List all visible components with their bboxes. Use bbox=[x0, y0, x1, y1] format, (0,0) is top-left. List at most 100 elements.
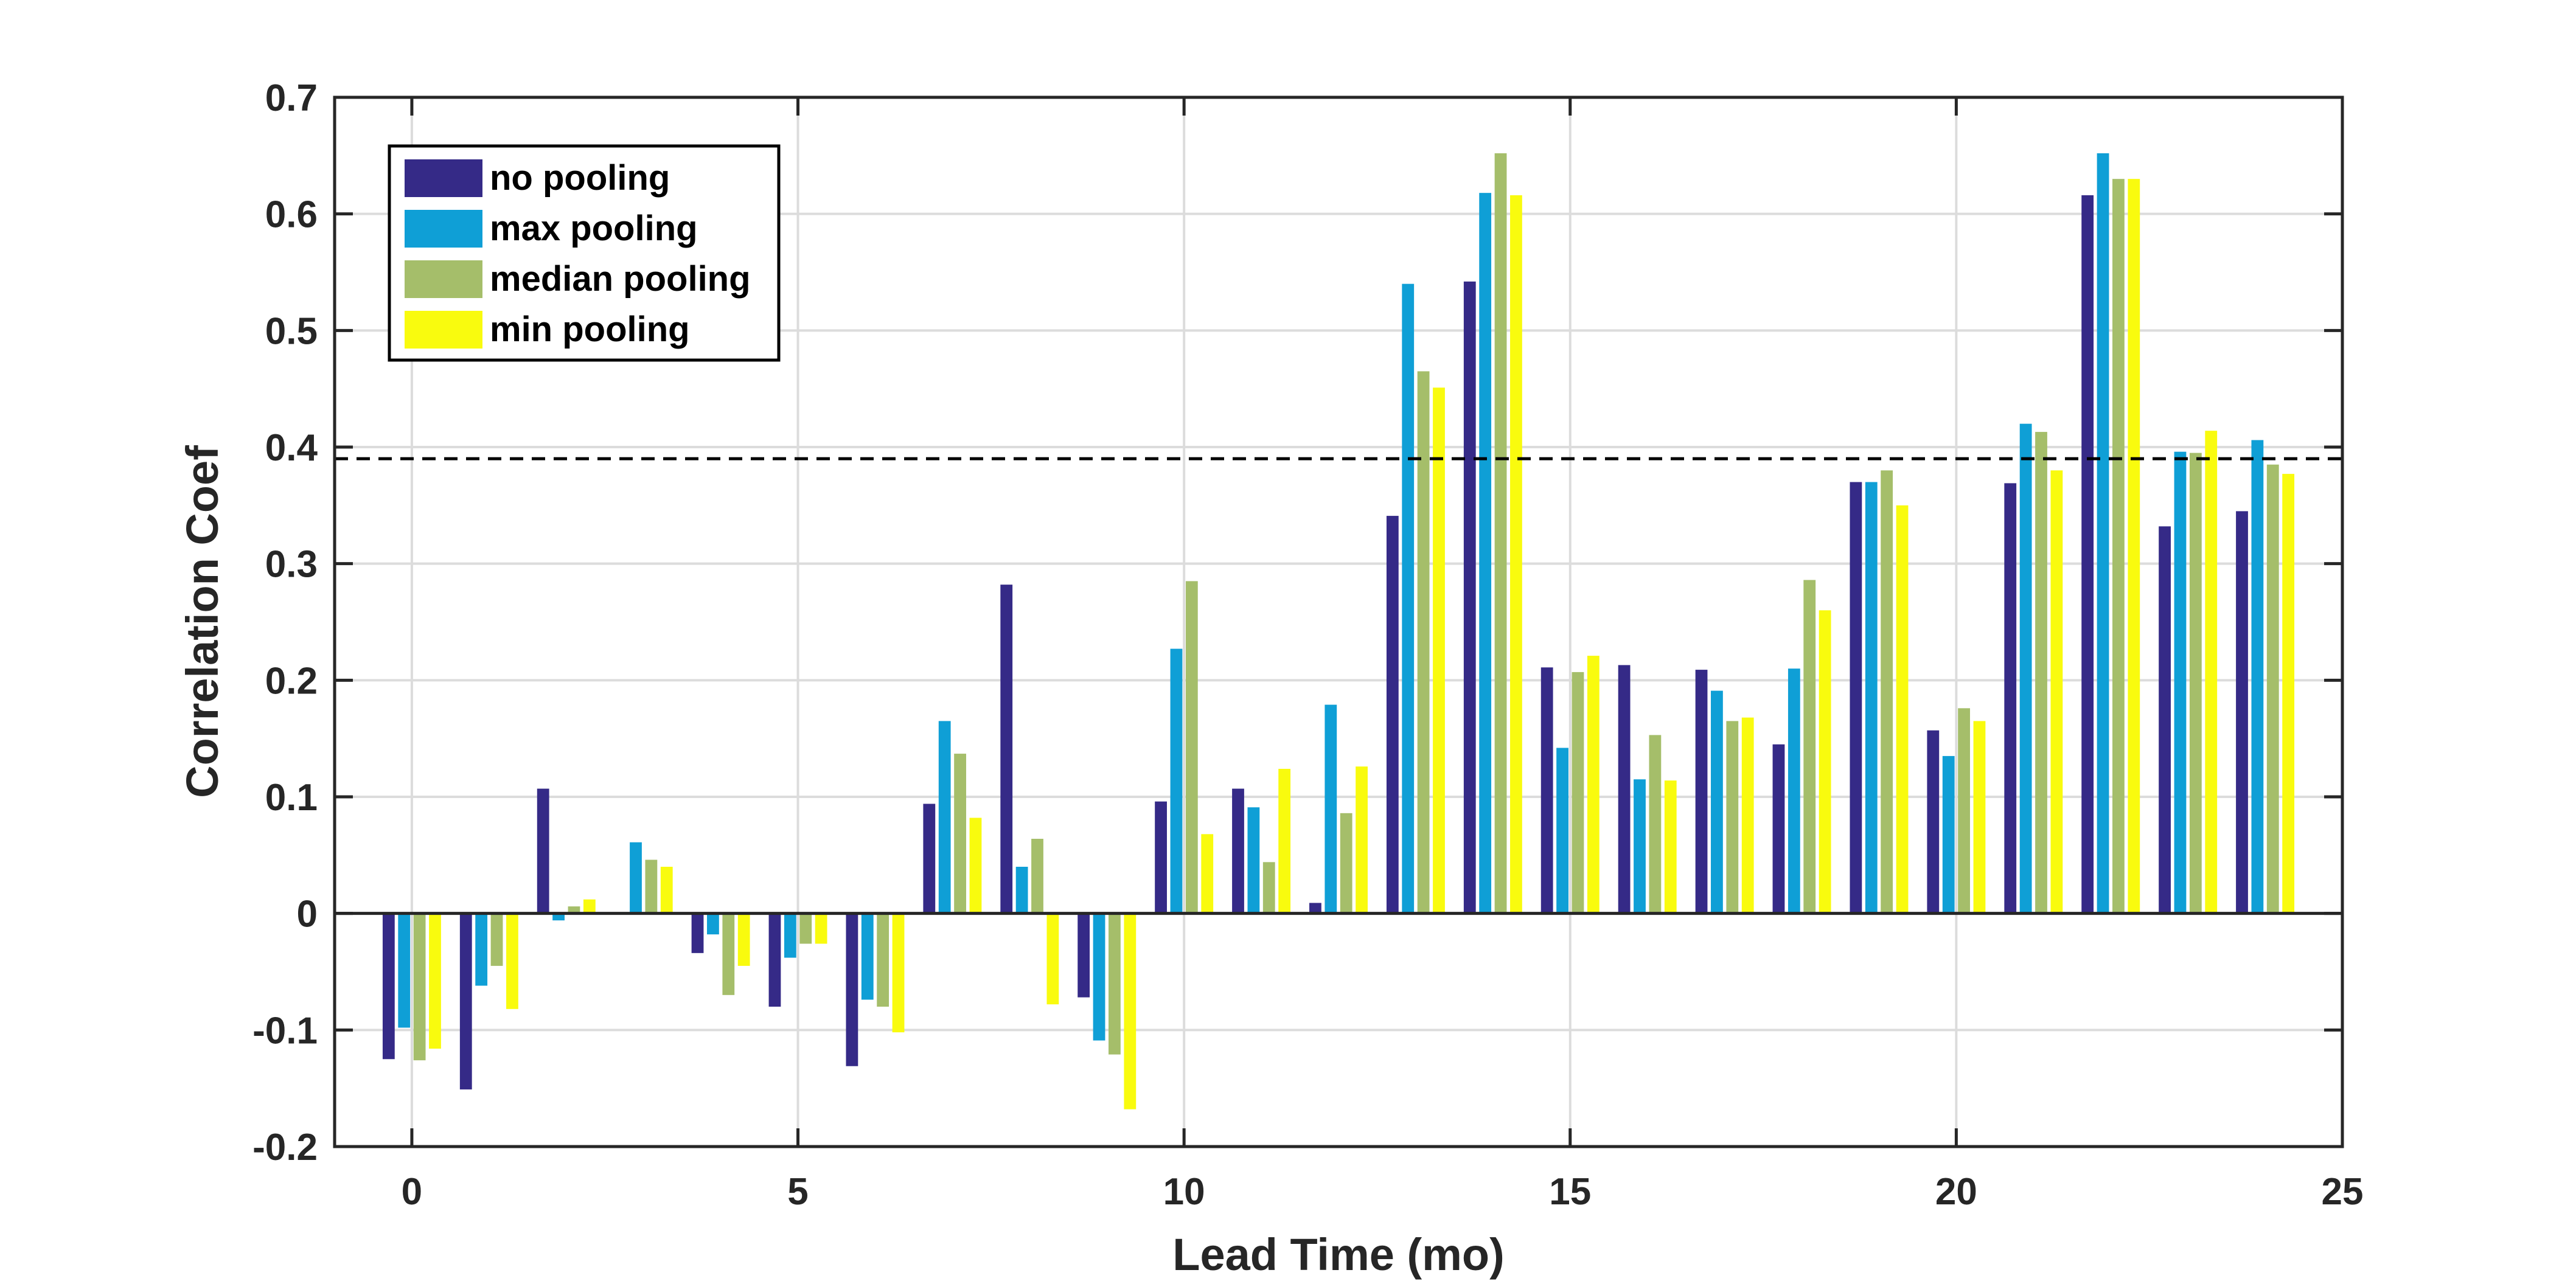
bar bbox=[1201, 834, 1214, 914]
bar bbox=[1093, 913, 1105, 1041]
bar bbox=[1618, 665, 1631, 914]
bar bbox=[1124, 913, 1137, 1109]
bar bbox=[1803, 580, 1816, 914]
bar bbox=[475, 913, 488, 986]
bar bbox=[737, 913, 750, 966]
bar bbox=[877, 913, 889, 1007]
bar bbox=[969, 818, 982, 914]
bar bbox=[1031, 839, 1043, 914]
bar bbox=[537, 788, 549, 914]
bar bbox=[1695, 670, 1708, 914]
bar bbox=[1170, 648, 1183, 914]
bar bbox=[506, 913, 518, 1009]
bar bbox=[1356, 766, 1368, 914]
bar bbox=[1015, 867, 1028, 914]
bar bbox=[892, 913, 905, 1033]
legend-label: min pooling bbox=[490, 310, 690, 349]
legend-label: median pooling bbox=[490, 259, 751, 299]
bar bbox=[568, 906, 580, 914]
bar bbox=[1077, 913, 1090, 998]
bar bbox=[2205, 431, 2218, 914]
bar bbox=[1262, 862, 1275, 914]
bar bbox=[861, 913, 874, 1000]
y-tick-label: -0.1 bbox=[252, 1010, 318, 1052]
bar bbox=[1494, 153, 1507, 914]
bar bbox=[799, 913, 812, 944]
y-tick-label: 0.5 bbox=[265, 310, 318, 352]
bar bbox=[1109, 913, 1121, 1055]
legend: no pooling max pooling median pooling min p… bbox=[388, 144, 781, 362]
bar bbox=[1402, 283, 1415, 914]
bar bbox=[583, 899, 596, 914]
bar bbox=[1309, 903, 1321, 914]
bar bbox=[1510, 195, 1522, 914]
legend-label: max pooling bbox=[490, 209, 698, 248]
bar bbox=[2282, 474, 2295, 914]
bar bbox=[1479, 193, 1492, 914]
bar bbox=[1155, 801, 1167, 914]
y-tick-label: -0.2 bbox=[252, 1127, 318, 1168]
bar bbox=[1540, 667, 1553, 914]
bar bbox=[1046, 913, 1059, 1005]
bar bbox=[707, 913, 719, 935]
bar bbox=[1463, 281, 1476, 914]
bar bbox=[2174, 451, 2187, 914]
bar bbox=[1664, 780, 1677, 914]
bar bbox=[2081, 195, 2094, 914]
bar bbox=[413, 913, 426, 1061]
x-tick-label: 25 bbox=[2322, 1171, 2364, 1213]
bar bbox=[1819, 610, 1831, 914]
bar bbox=[1726, 721, 1739, 914]
y-tick-labels: -0.2 -0.1 0 0.1 0.2 0.3 0.4 0.5 0.6 0.7 bbox=[252, 77, 318, 1168]
legend-swatch bbox=[405, 260, 482, 298]
bar bbox=[1247, 807, 1260, 914]
bar bbox=[938, 721, 951, 914]
bar bbox=[1973, 721, 1986, 914]
bar bbox=[382, 913, 395, 1060]
bar bbox=[1649, 735, 1662, 914]
bar bbox=[1556, 748, 1568, 914]
bar bbox=[1386, 516, 1399, 914]
bar bbox=[645, 859, 658, 914]
bar bbox=[2189, 453, 2202, 914]
bar bbox=[2266, 464, 2279, 914]
bar bbox=[459, 913, 472, 1090]
x-tick-label: 0 bbox=[402, 1171, 422, 1213]
bar bbox=[954, 754, 966, 914]
bar bbox=[2236, 511, 2248, 914]
bar bbox=[1865, 482, 1878, 914]
bar bbox=[784, 913, 796, 958]
bar bbox=[1185, 581, 1198, 914]
bar bbox=[2097, 153, 2109, 914]
y-tick-label: 0.7 bbox=[265, 77, 318, 119]
bar bbox=[1587, 656, 1600, 914]
bar bbox=[768, 913, 781, 1007]
bar bbox=[490, 913, 503, 966]
bar bbox=[1772, 744, 1785, 914]
bar bbox=[660, 867, 673, 914]
bar bbox=[2035, 432, 2047, 914]
bar bbox=[2159, 526, 2171, 914]
y-tick-label: 0.4 bbox=[265, 427, 318, 469]
bar bbox=[1433, 387, 1445, 914]
x-axis-label: Lead Time (mo) bbox=[1172, 1229, 1505, 1280]
bar bbox=[1942, 755, 1955, 914]
y-axis-label: Correlation Coef bbox=[177, 445, 228, 798]
bar bbox=[630, 842, 642, 914]
plot-frame bbox=[333, 95, 2344, 1148]
y-tick-label: 0.3 bbox=[265, 544, 318, 586]
bar bbox=[1232, 788, 1244, 914]
x-tick-label: 20 bbox=[1935, 1171, 1977, 1213]
axis-ticks bbox=[335, 95, 2344, 1148]
bar bbox=[1340, 813, 1352, 914]
bar bbox=[691, 913, 704, 953]
bar bbox=[429, 913, 441, 1049]
x-tick-label: 5 bbox=[787, 1171, 808, 1213]
x-tick-labels: 0 5 10 15 20 25 bbox=[402, 1171, 2364, 1213]
y-tick-label: 0.2 bbox=[265, 660, 318, 702]
bar bbox=[722, 913, 735, 995]
x-tick-label: 10 bbox=[1163, 1171, 1205, 1213]
bar bbox=[1634, 779, 1646, 914]
legend-swatch bbox=[405, 311, 482, 349]
